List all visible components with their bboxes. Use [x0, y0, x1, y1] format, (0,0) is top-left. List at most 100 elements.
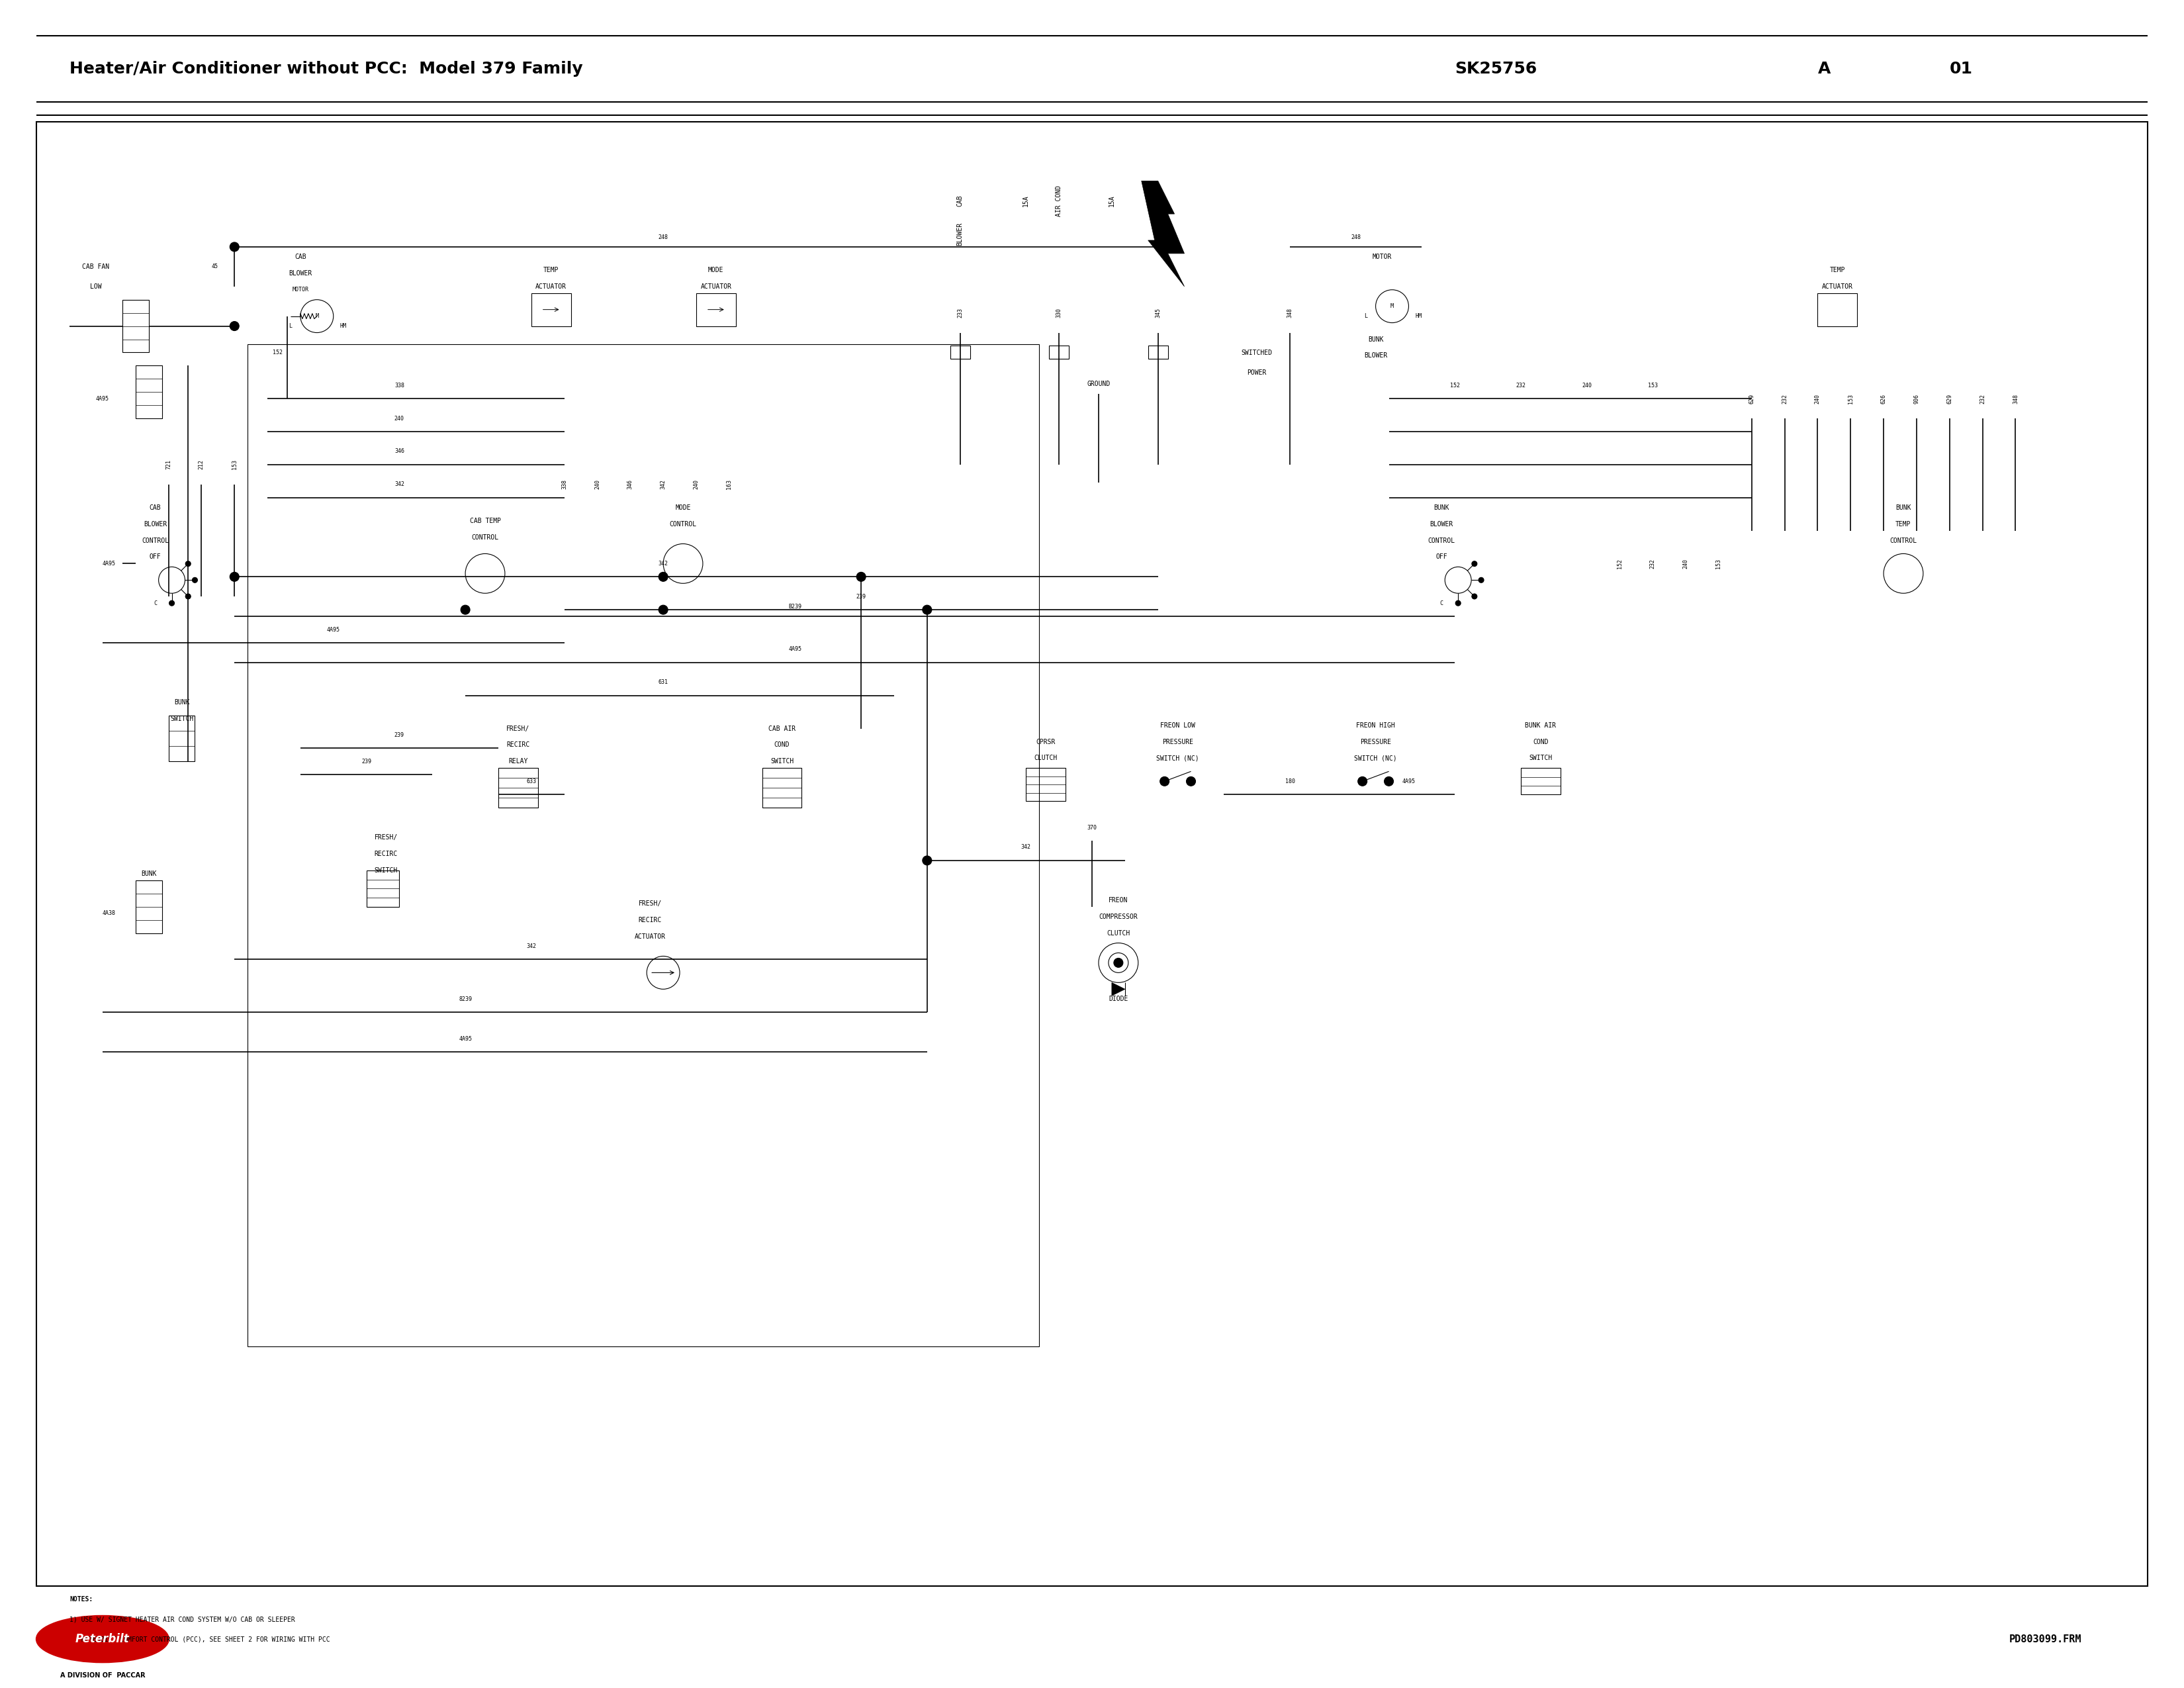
Text: 4A38: 4A38 [103, 910, 116, 917]
Text: BLOWER: BLOWER [1431, 520, 1452, 527]
Text: 338: 338 [395, 383, 404, 388]
Text: 232: 232 [1516, 383, 1527, 388]
Text: 330: 330 [1057, 307, 1061, 317]
Text: 153: 153 [232, 459, 238, 469]
Text: AIR COND: AIR COND [1055, 186, 1061, 216]
Text: CAB: CAB [957, 194, 963, 206]
Text: 342: 342 [1022, 844, 1031, 851]
Text: 239: 239 [395, 733, 404, 738]
Text: M: M [314, 314, 319, 319]
Circle shape [1455, 601, 1461, 606]
Text: FREON: FREON [1109, 896, 1129, 903]
Text: CONTROL: CONTROL [670, 520, 697, 527]
Circle shape [1472, 560, 1476, 567]
Text: 342: 342 [660, 479, 666, 490]
Text: 152: 152 [1616, 559, 1623, 569]
Text: 240: 240 [594, 479, 601, 490]
Text: L: L [288, 322, 293, 329]
Text: 233: 233 [957, 307, 963, 317]
Bar [367, 871, 400, 906]
Text: 629: 629 [1749, 393, 1754, 403]
Text: DIODE: DIODE [1109, 996, 1129, 1003]
Text: Heater/Air Conditioner without PCC:  Model 379 Family: Heater/Air Conditioner without PCC: Mode… [70, 61, 583, 76]
Text: 8239: 8239 [459, 996, 472, 1003]
Text: 346: 346 [627, 479, 633, 490]
Text: 348: 348 [1286, 307, 1293, 317]
Text: BUNK: BUNK [142, 871, 157, 878]
Text: C: C [153, 601, 157, 606]
Text: PETERBILT COMFORT CONTROL (PCC), SEE SHEET 2 FOR WIRING WITH PCC: PETERBILT COMFORT CONTROL (PCC), SEE SHE… [70, 1636, 330, 1642]
Text: OFF: OFF [149, 554, 162, 560]
Text: M: M [1391, 304, 1393, 309]
Text: SWITCHED: SWITCHED [1241, 349, 1273, 356]
Text: ACTUATOR: ACTUATOR [636, 933, 666, 940]
Text: 15A: 15A [1022, 194, 1029, 206]
Text: B239: B239 [788, 604, 802, 609]
Text: SWITCH (NC): SWITCH (NC) [1155, 755, 1199, 761]
Text: 232: 232 [1782, 393, 1789, 403]
Bar [135, 879, 162, 933]
Circle shape [1358, 776, 1367, 787]
Text: SWITCH (NC): SWITCH (NC) [1354, 755, 1398, 761]
Circle shape [461, 606, 470, 614]
Text: ACTUATOR: ACTUATOR [535, 284, 566, 290]
Circle shape [1186, 776, 1195, 787]
Ellipse shape [37, 1615, 168, 1663]
Text: TEMP: TEMP [544, 267, 559, 273]
Text: 212: 212 [199, 459, 205, 469]
Text: CPRSR: CPRSR [1035, 738, 1055, 744]
Text: 163: 163 [727, 479, 732, 490]
Text: BUNK: BUNK [175, 699, 190, 706]
Text: 153: 153 [1647, 383, 1658, 388]
Text: 248: 248 [1352, 235, 1361, 240]
Text: HM: HM [341, 322, 347, 329]
Circle shape [1479, 577, 1483, 582]
Text: A DIVISION OF  PACCAR: A DIVISION OF PACCAR [59, 1673, 144, 1678]
Bar [531, 294, 570, 326]
Text: 342: 342 [526, 944, 537, 949]
Text: 348: 348 [2011, 393, 2018, 403]
Text: GROUND: GROUND [1088, 380, 1109, 387]
Text: FRESH/: FRESH/ [373, 834, 397, 841]
Text: NOTES:: NOTES: [70, 1597, 94, 1604]
Text: FREON LOW: FREON LOW [1160, 722, 1195, 729]
Bar [762, 768, 802, 809]
Text: RECIRC: RECIRC [638, 917, 662, 923]
Bar [37, 122, 2147, 1587]
Text: RECIRC: RECIRC [507, 741, 531, 748]
Text: CAB AIR: CAB AIR [769, 726, 795, 733]
Text: 721: 721 [166, 459, 173, 469]
Text: RELAY: RELAY [509, 758, 529, 765]
Text: RECIRC: RECIRC [373, 851, 397, 858]
Text: 631: 631 [657, 679, 668, 685]
Circle shape [1160, 776, 1168, 787]
Bar [168, 716, 194, 761]
Text: 342: 342 [395, 481, 404, 488]
Text: CONTROL: CONTROL [1889, 537, 1918, 544]
Text: COND: COND [1533, 738, 1548, 744]
Text: 4A95: 4A95 [459, 1036, 472, 1041]
Text: FRESH/: FRESH/ [638, 900, 662, 906]
Text: ACTUATOR: ACTUATOR [701, 284, 732, 290]
Text: BLOWER: BLOWER [288, 270, 312, 277]
Bar [1026, 768, 1066, 802]
Text: 45: 45 [212, 263, 218, 270]
Circle shape [168, 601, 175, 606]
Text: 370: 370 [1088, 824, 1096, 830]
Text: BUNK: BUNK [1367, 336, 1382, 343]
Text: SWITCH: SWITCH [771, 758, 793, 765]
Text: 152: 152 [273, 349, 282, 356]
Bar [697, 294, 736, 326]
Bar [950, 346, 970, 360]
Text: CONTROL: CONTROL [1428, 537, 1455, 544]
Text: 240: 240 [1581, 383, 1592, 388]
Text: 4A95: 4A95 [788, 647, 802, 652]
Circle shape [229, 321, 238, 331]
Text: CAB: CAB [149, 505, 162, 511]
Text: SWITCH: SWITCH [373, 868, 397, 874]
Circle shape [186, 594, 190, 599]
Text: 345: 345 [1155, 307, 1162, 317]
Text: 338: 338 [561, 479, 568, 490]
Text: FRESH/: FRESH/ [507, 726, 531, 733]
Text: BLOWER: BLOWER [144, 520, 166, 527]
